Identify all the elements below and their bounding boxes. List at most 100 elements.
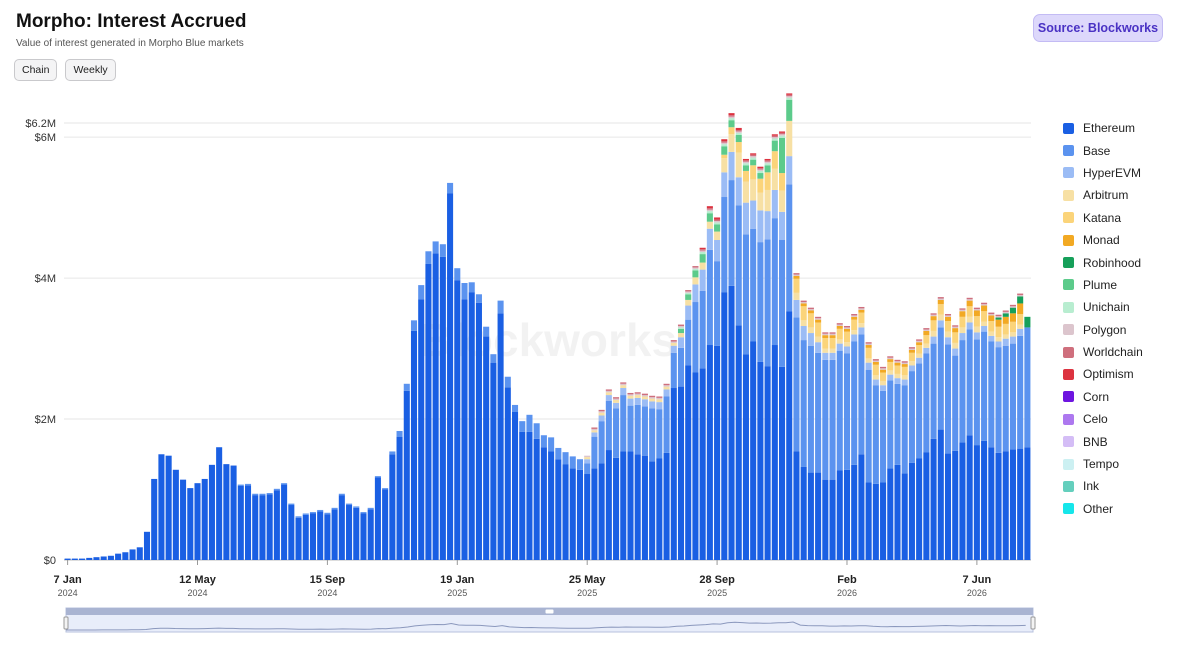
bar-segment-base[interactable] [540,435,547,448]
bar-segment-ethereum[interactable] [374,477,381,560]
legend-item-ethereum[interactable]: Ethereum [1063,117,1143,139]
bar-segment-base[interactable] [930,343,937,439]
bar-segment-unichain[interactable] [728,118,735,121]
bar-segment-ethereum[interactable] [526,431,533,560]
bar-segment-ethereum[interactable] [916,458,923,561]
bar-segment-katana[interactable] [721,154,728,159]
bar-segment-katana[interactable] [829,337,836,349]
bar-segment-ethereum[interactable] [887,468,894,560]
bar-segment-arbitrum[interactable] [858,323,865,328]
bar-segment-base[interactable] [880,390,887,483]
bar-segment-monad[interactable] [966,300,973,307]
bar-segment-worldchain[interactable] [995,314,1002,317]
bar-segment-polygon[interactable] [742,161,749,164]
bar-segment-optimism[interactable] [779,131,786,133]
bar-segment-base[interactable] [988,341,995,448]
bar-segment-plume[interactable] [677,328,685,334]
bar-segment-polygon[interactable] [620,383,627,386]
bar-segment-arbitrum[interactable] [699,262,706,270]
bar-segment-base[interactable] [468,282,475,293]
bar-segment-katana[interactable] [930,320,937,331]
bar-segment-worldchain[interactable] [800,300,807,303]
bar-segment-plume[interactable] [685,294,692,300]
legend-item-other[interactable]: Other [1063,498,1143,520]
bar-segment-monad[interactable] [880,369,887,373]
bar-segment-monad[interactable] [916,342,923,346]
legend-item-celo[interactable]: Celo [1063,408,1143,430]
bar-segment-ethereum[interactable] [815,472,822,560]
bar-segment-ethereum[interactable] [677,386,685,560]
bar-segment-ethereum[interactable] [71,558,78,560]
bar-segment-ethereum[interactable] [490,362,497,560]
legend-item-robinhood[interactable]: Robinhood [1063,251,1143,273]
bar-segment-polygon[interactable] [721,142,728,145]
bar-segment-polygon[interactable] [952,326,959,329]
bar-segment-katana[interactable] [764,172,771,190]
bar-segment-worldchain[interactable] [728,115,735,117]
bar-segment-base[interactable] [793,317,800,452]
bar-segment-ethereum[interactable] [757,361,764,560]
bar-segment-plume[interactable] [771,140,778,152]
bar-segment-ethereum[interactable] [396,436,403,560]
bar-segment-unichain[interactable] [750,157,757,160]
bar-segment-base[interactable] [309,512,316,514]
bar-segment-arbitrum[interactable] [714,231,721,241]
bar-segment-polygon[interactable] [750,156,757,158]
bar-segment-ethereum[interactable] [540,447,547,560]
bar-segment-hyperevm[interactable] [952,348,959,356]
bar-segment-base[interactable] [526,414,533,432]
bar-segment-base[interactable] [634,404,641,455]
bar-segment-base[interactable] [324,512,331,515]
bar-segment-plume[interactable] [750,159,757,166]
bar-segment-polygon[interactable] [815,318,822,320]
bar-segment-monad[interactable] [1009,313,1016,322]
bar-segment-polygon[interactable] [807,309,814,311]
bar-segment-ethereum[interactable] [959,442,966,560]
bar-segment-base[interactable] [1024,327,1031,448]
bar-segment-ethereum[interactable] [447,193,454,561]
bar-segment-robinhood[interactable] [1017,296,1024,304]
bar-segment-polygon[interactable] [822,333,829,336]
bar-segment-base[interactable] [714,261,721,346]
bar-segment-worldchain[interactable] [1009,304,1016,307]
legend-item-ink[interactable]: Ink [1063,475,1143,497]
bar-segment-worldchain[interactable] [786,94,793,97]
bar-segment-hyperevm[interactable] [728,151,735,181]
bar-segment-base[interactable] [266,493,273,495]
bar-segment-worldchain[interactable] [815,316,822,319]
bar-segment-monad[interactable] [858,309,865,313]
bar-segment-base[interactable] [966,329,973,436]
legend-item-tempo[interactable]: Tempo [1063,453,1143,475]
bar-segment-arbitrum[interactable] [735,152,742,178]
bar-segment-arbitrum[interactable] [822,348,829,353]
bar-segment-worldchain[interactable] [851,314,858,316]
bar-segment-ethereum[interactable] [901,473,908,560]
bar-segment-base[interactable] [858,334,865,455]
weekly-button[interactable]: Weekly [65,59,116,81]
bar-segment-polygon[interactable] [1002,311,1009,314]
bar-segment-worldchain[interactable] [959,308,966,310]
bar-segment-katana[interactable] [973,316,980,327]
bar-segment-ethereum[interactable] [244,485,252,560]
navigator-grip-icon[interactable] [545,609,554,614]
bar-segment-worldchain[interactable] [843,325,851,328]
bar-segment-ethereum[interactable] [309,513,316,560]
bar-segment-unichain[interactable] [757,170,764,174]
bar-segment-arbitrum[interactable] [649,398,656,402]
bar-segment-base[interactable] [944,344,952,454]
bar-segment-worldchain[interactable] [605,389,612,391]
bar-segment-base[interactable] [237,484,244,486]
bar-segment-hyperevm[interactable] [815,342,822,353]
bar-segment-arbitrum[interactable] [916,353,923,358]
bar-segment-base[interactable] [317,509,324,512]
bar-segment-base[interactable] [1017,335,1024,449]
bar-segment-arbitrum[interactable] [641,396,648,400]
bar-segment-optimism[interactable] [699,247,706,250]
bar-segment-base[interactable] [822,359,829,480]
bar-segment-polygon[interactable] [735,131,742,133]
bar-segment-monad[interactable] [865,345,872,348]
bar-segment-ethereum[interactable] [483,336,490,560]
bar-segment-arbitrum[interactable] [843,342,851,347]
bar-segment-optimism[interactable] [757,166,764,169]
bar-segment-monad[interactable] [887,359,894,362]
